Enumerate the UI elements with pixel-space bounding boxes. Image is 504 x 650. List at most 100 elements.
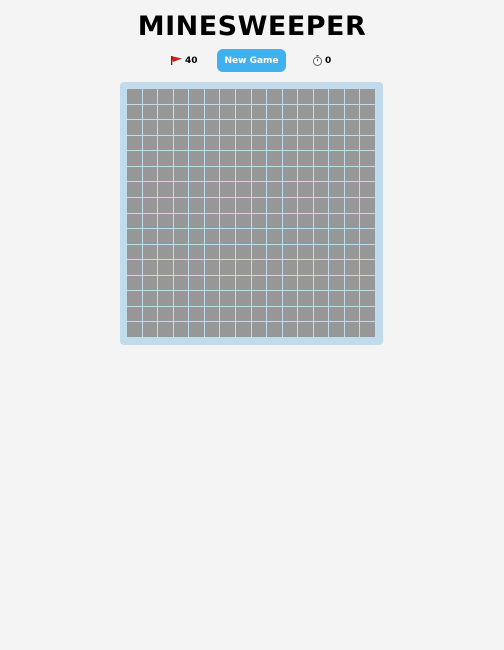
board-cell[interactable] [189, 105, 204, 120]
board-cell[interactable] [143, 291, 158, 306]
board-cell[interactable] [220, 260, 235, 275]
board-cell[interactable] [127, 260, 142, 275]
board-cell[interactable] [236, 136, 251, 151]
board-cell[interactable] [205, 214, 220, 229]
board-cell[interactable] [127, 291, 142, 306]
board-cell[interactable] [127, 167, 142, 182]
board-cell[interactable] [252, 151, 267, 166]
board-cell[interactable] [127, 307, 142, 322]
board-cell[interactable] [267, 214, 282, 229]
board-cell[interactable] [189, 151, 204, 166]
board-cell[interactable] [220, 136, 235, 151]
board-cell[interactable] [329, 214, 344, 229]
board-cell[interactable] [267, 245, 282, 260]
board-cell[interactable] [360, 105, 375, 120]
board-cell[interactable] [252, 120, 267, 135]
board-cell[interactable] [205, 260, 220, 275]
board-cell[interactable] [298, 167, 313, 182]
board-cell[interactable] [220, 89, 235, 104]
board-cell[interactable] [174, 322, 189, 337]
board-cell[interactable] [360, 322, 375, 337]
board-cell[interactable] [127, 276, 142, 291]
board-cell[interactable] [298, 260, 313, 275]
board-cell[interactable] [158, 229, 173, 244]
board-cell[interactable] [283, 322, 298, 337]
board-cell[interactable] [158, 307, 173, 322]
board-cell[interactable] [205, 245, 220, 260]
board-cell[interactable] [174, 151, 189, 166]
board-cell[interactable] [298, 291, 313, 306]
board-cell[interactable] [189, 136, 204, 151]
board-cell[interactable] [143, 276, 158, 291]
board-cell[interactable] [360, 291, 375, 306]
board-cell[interactable] [174, 105, 189, 120]
board-cell[interactable] [127, 245, 142, 260]
board-cell[interactable] [298, 214, 313, 229]
board-cell[interactable] [329, 151, 344, 166]
board-cell[interactable] [267, 89, 282, 104]
board-cell[interactable] [360, 151, 375, 166]
board-cell[interactable] [283, 120, 298, 135]
board-cell[interactable] [267, 260, 282, 275]
board-cell[interactable] [345, 260, 360, 275]
board-cell[interactable] [205, 151, 220, 166]
board-cell[interactable] [205, 182, 220, 197]
board-cell[interactable] [329, 182, 344, 197]
board-cell[interactable] [205, 136, 220, 151]
board-cell[interactable] [283, 151, 298, 166]
board-cell[interactable] [220, 291, 235, 306]
board-cell[interactable] [143, 136, 158, 151]
board-cell[interactable] [314, 198, 329, 213]
board-cell[interactable] [298, 198, 313, 213]
board-cell[interactable] [236, 307, 251, 322]
board-cell[interactable] [189, 322, 204, 337]
board-cell[interactable] [283, 260, 298, 275]
board-cell[interactable] [283, 276, 298, 291]
board-cell[interactable] [314, 307, 329, 322]
board-cell[interactable] [205, 120, 220, 135]
board-cell[interactable] [314, 120, 329, 135]
board-cell[interactable] [189, 182, 204, 197]
board-cell[interactable] [189, 307, 204, 322]
board-cell[interactable] [345, 214, 360, 229]
board-cell[interactable] [252, 182, 267, 197]
board-cell[interactable] [298, 245, 313, 260]
board-cell[interactable] [267, 198, 282, 213]
board-cell[interactable] [329, 136, 344, 151]
board-cell[interactable] [252, 307, 267, 322]
board-cell[interactable] [236, 105, 251, 120]
board-cell[interactable] [158, 89, 173, 104]
board-cell[interactable] [329, 105, 344, 120]
board-cell[interactable] [205, 307, 220, 322]
board-cell[interactable] [345, 276, 360, 291]
board-cell[interactable] [252, 89, 267, 104]
board-cell[interactable] [189, 260, 204, 275]
board-cell[interactable] [267, 322, 282, 337]
board-cell[interactable] [220, 307, 235, 322]
board-cell[interactable] [360, 307, 375, 322]
board-cell[interactable] [360, 214, 375, 229]
board-cell[interactable] [298, 182, 313, 197]
board-cell[interactable] [220, 198, 235, 213]
board-cell[interactable] [158, 276, 173, 291]
board-cell[interactable] [189, 229, 204, 244]
board-cell[interactable] [252, 322, 267, 337]
board-cell[interactable] [345, 182, 360, 197]
board-cell[interactable] [220, 105, 235, 120]
board-cell[interactable] [298, 322, 313, 337]
board-cell[interactable] [158, 322, 173, 337]
board-cell[interactable] [345, 245, 360, 260]
board-cell[interactable] [143, 229, 158, 244]
board-cell[interactable] [314, 214, 329, 229]
board-cell[interactable] [329, 276, 344, 291]
board-cell[interactable] [283, 105, 298, 120]
board-cell[interactable] [283, 214, 298, 229]
board-cell[interactable] [252, 260, 267, 275]
board-cell[interactable] [283, 245, 298, 260]
board-cell[interactable] [283, 167, 298, 182]
board-cell[interactable] [236, 260, 251, 275]
board-cell[interactable] [143, 89, 158, 104]
board-cell[interactable] [127, 105, 142, 120]
board-cell[interactable] [360, 120, 375, 135]
board-cell[interactable] [329, 245, 344, 260]
